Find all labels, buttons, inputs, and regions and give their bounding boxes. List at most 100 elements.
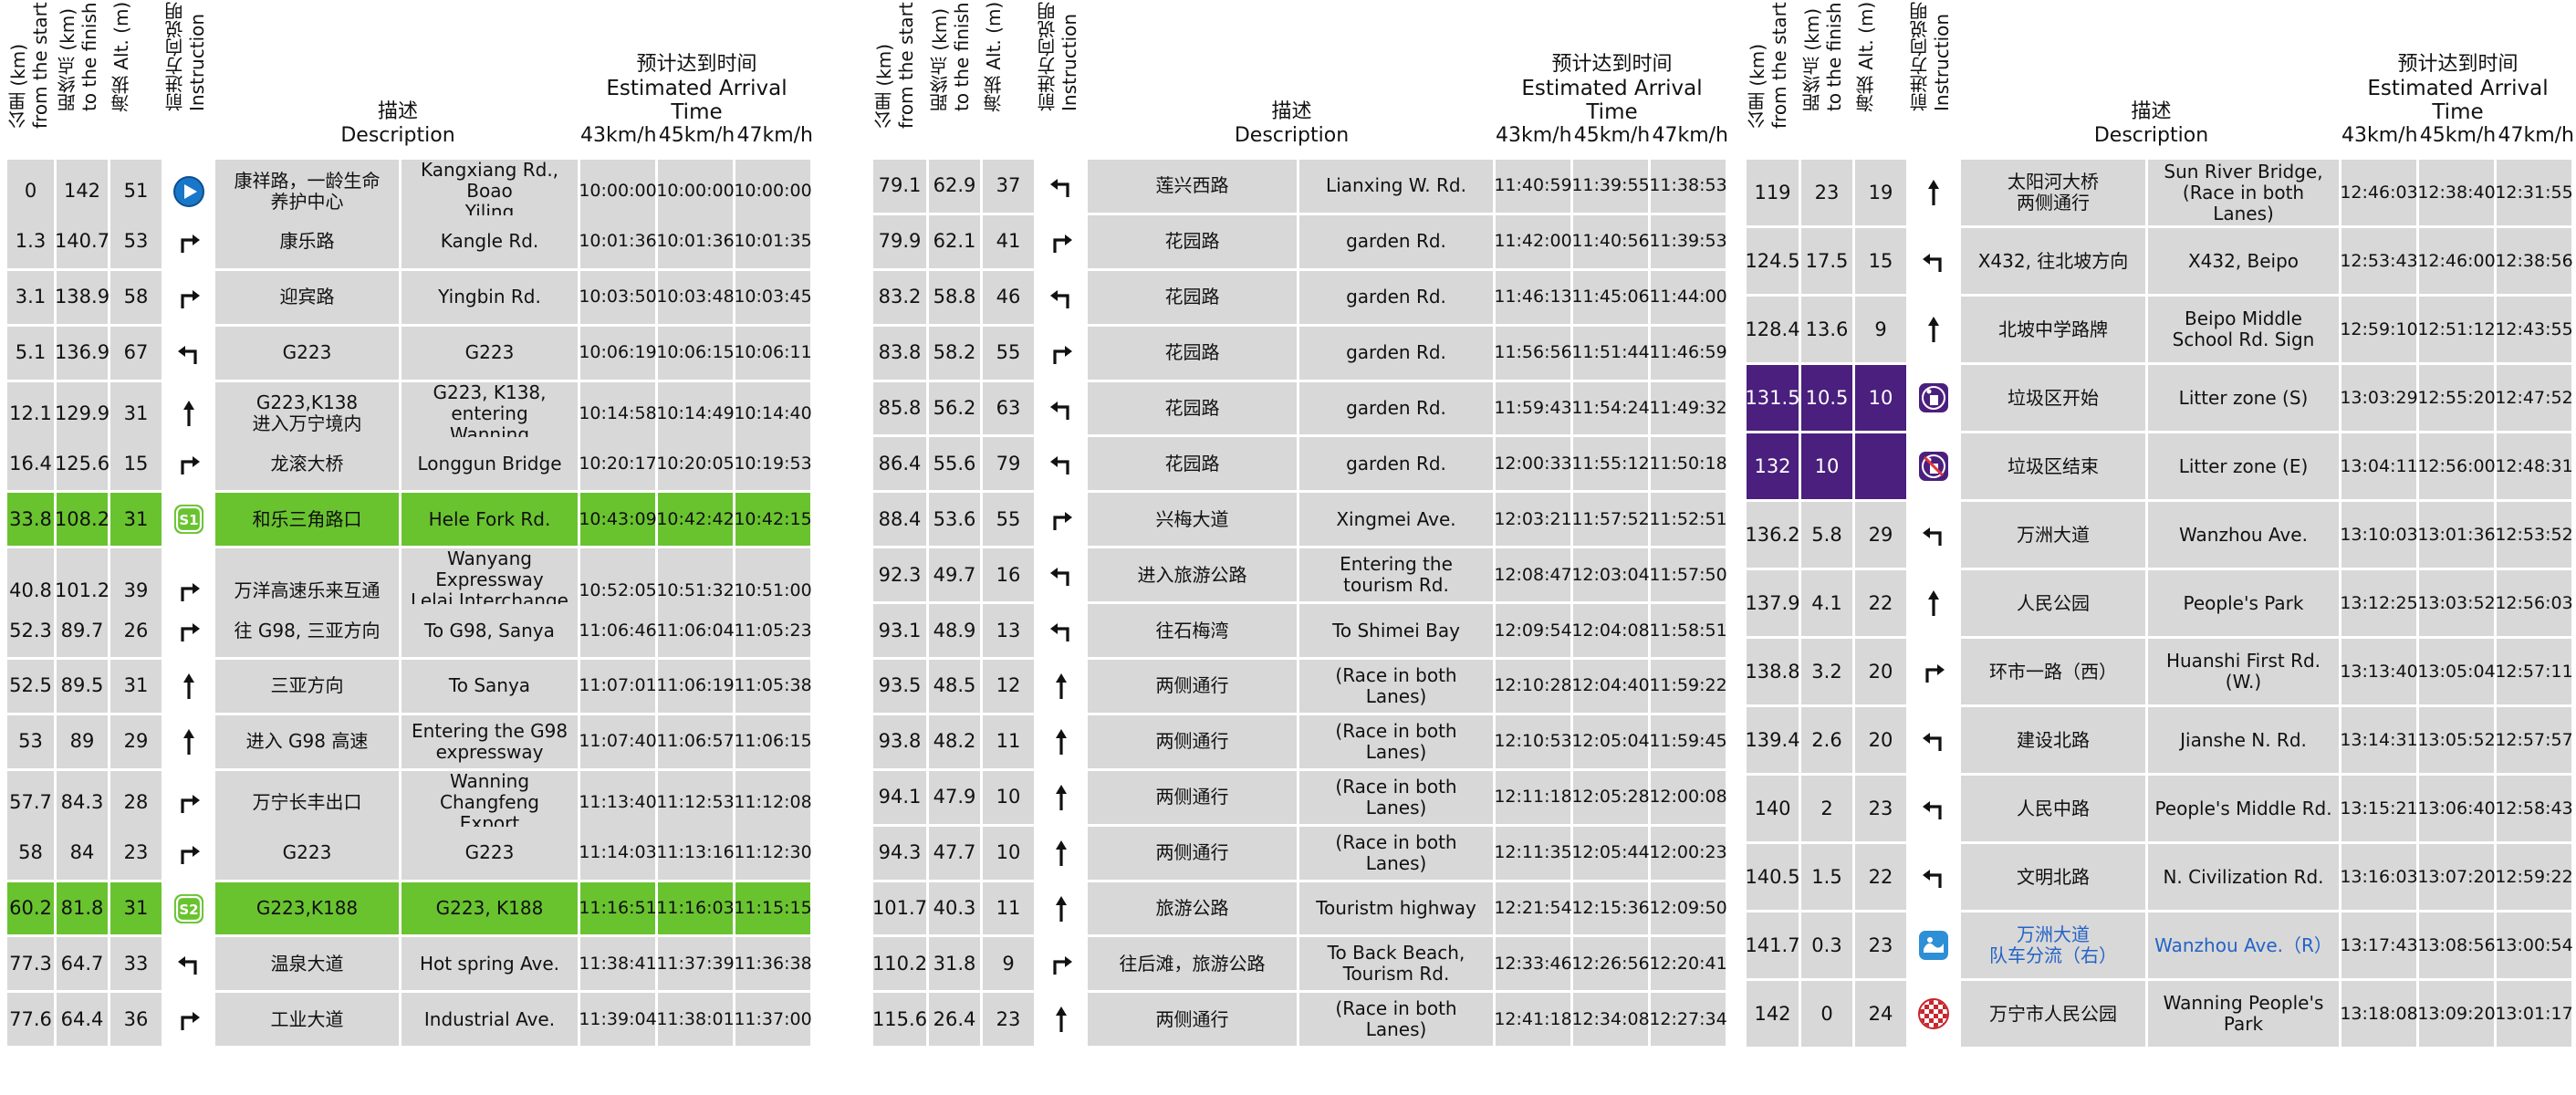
table-row: 94.3 47.7 10 两侧通行 (Race in both Lanes) 12:11:… — [873, 826, 1728, 882]
km-cell: 16.4 — [7, 437, 57, 491]
turn-right-icon — [1917, 655, 1950, 688]
table-row: 137.9 4.1 22 人民公园 People's Park 13:12:25 13:03… — [1745, 570, 2574, 639]
km-cell: 131.5 — [1745, 365, 1801, 431]
eta-47-cell: 11:12:08 — [734, 770, 813, 834]
header-instr: 前进方向说明 Instruction — [1909, 2, 1953, 111]
description-cn-cell: 莲兴西路 — [1088, 160, 1299, 213]
eta-47-cell: 13:01:17 — [2495, 981, 2574, 1047]
header-instr: 前进方向说明 Instruction — [1037, 2, 1080, 111]
instruction-cell — [1909, 160, 1961, 225]
eta-43-cell: 12:41:18 — [1494, 993, 1573, 1047]
description-en-cell: G223, K138, entering Wanning — [402, 381, 580, 445]
km-cell: 57.7 — [7, 770, 57, 834]
table-row: 3.1 138.9 58 迎宾路 Yingbin Rd. 10:03:50 10:03:48… — [7, 270, 825, 327]
altitude-cell: 29 — [1855, 502, 1909, 568]
eta-47-cell: 13:00:54 — [2495, 912, 2574, 978]
description-cn-cell: 环市一路（西） — [1961, 639, 2148, 704]
description-en-cell: To G98, Sanya — [402, 604, 580, 658]
to-finish-cell: 84 — [57, 826, 110, 880]
altitude-cell: 31 — [110, 660, 164, 713]
eta-47-cell: 11:15:15 — [734, 881, 813, 935]
description-en-cell: Hot spring Ave. — [402, 937, 580, 991]
instruction-cell — [164, 714, 215, 768]
km-cell: 88.4 — [873, 493, 929, 547]
to-finish-cell: 5.8 — [1801, 502, 1855, 568]
eta-43-cell: 12:59:10 — [2340, 297, 2419, 362]
to-finish-cell: 58.8 — [929, 270, 983, 324]
table-row: 52.5 89.5 31 三亚方向 To Sanya 11:07:01 11:06:19 11… — [7, 660, 825, 715]
km-cell: 137.9 — [1745, 570, 1801, 636]
instruction-cell — [1037, 660, 1088, 713]
km-cell: 53 — [7, 714, 57, 768]
altitude-cell: 22 — [1855, 844, 1909, 910]
instruction-cell — [1037, 437, 1088, 491]
altitude-cell: 41 — [983, 214, 1037, 268]
description-en-cell: Longgun Bridge — [402, 437, 580, 491]
description-cn-cell: 北坡中学路牌 — [1961, 297, 2148, 362]
description-cn-cell: 万洲大道 队车分流（右） — [1961, 912, 2148, 978]
km-cell: 77.6 — [7, 993, 57, 1047]
description-en-cell: G223 — [402, 326, 580, 380]
altitude-cell: 24 — [1855, 981, 1909, 1047]
eta-45-cell: 10:03:48 — [656, 270, 735, 324]
instruction-cell: S2 — [164, 881, 215, 935]
to-finish-cell: 10 — [1801, 433, 1855, 499]
straight-icon — [1045, 892, 1078, 925]
eta-43-cell: 10:20:17 — [579, 437, 658, 491]
km-cell: 83.8 — [873, 326, 929, 380]
straight-icon — [1045, 1003, 1078, 1036]
eta-45-cell: 11:13:16 — [656, 826, 735, 880]
instruction-cell — [1909, 365, 1961, 431]
eta-43-cell: 13:14:31 — [2340, 707, 2419, 773]
eta-47-cell: 11:44:00 — [1649, 270, 1728, 324]
instruction-cell — [164, 270, 215, 324]
altitude-cell: 20 — [1855, 639, 1909, 704]
straight-icon — [1045, 725, 1078, 758]
instruction-cell: S1 — [164, 493, 215, 547]
description-cn-cell: G223,K138 进入万宁境内 — [215, 381, 402, 445]
header-finish: 距终点 (km) to the finish — [929, 2, 973, 111]
instruction-cell — [1037, 826, 1088, 880]
description-cn-cell: 花园路 — [1088, 270, 1299, 324]
km-cell: 141.7 — [1745, 912, 1801, 978]
to-finish-cell: 108.2 — [55, 493, 110, 547]
table-row: 110.2 31.8 9 往后滩，旅游公路 To Back Beach, Tourism… — [872, 937, 1728, 994]
eta-43-cell: 12:11:18 — [1494, 770, 1573, 824]
eta-43-cell: 10:14:58 — [579, 381, 658, 445]
instruction-cell — [1909, 912, 1961, 978]
km-cell: 132 — [1747, 433, 1801, 499]
litter-zone-start-icon — [1917, 381, 1950, 414]
turn-left-icon — [172, 337, 205, 370]
to-finish-cell: 62.1 — [929, 214, 983, 268]
description-en-cell: Litter zone (S) — [2148, 365, 2341, 431]
description-cn-cell: 花园路 — [1088, 381, 1299, 435]
altitude-cell: 29 — [110, 714, 164, 768]
description-en-cell: Hele Fork Rd. — [402, 493, 580, 547]
instruction-cell — [1909, 776, 1961, 841]
start-icon — [172, 175, 205, 208]
table-row: 60.2 81.8 31 S2 G223,K188 G223, K188 11:16:51 1… — [7, 881, 825, 938]
eta-43-cell: 10:43:09 — [579, 493, 658, 547]
header-description: 描述 Description — [340, 100, 455, 147]
altitude-cell: 19 — [1855, 160, 1909, 225]
turn-right-icon — [172, 281, 205, 314]
altitude-cell: 23 — [1855, 912, 1909, 978]
header-eta: 预计达到时间 Estimated Arrival Time 43km/h 45km… — [2341, 53, 2574, 148]
description-cn-cell: 康乐路 — [215, 214, 402, 268]
description-cn-cell: 兴梅大道 — [1088, 493, 1299, 547]
eta-47-cell: 11:49:32 — [1649, 381, 1728, 435]
km-cell: 94.1 — [873, 770, 929, 824]
description-en-cell: To Shimei Bay — [1299, 604, 1496, 658]
turn-left-icon — [1045, 281, 1078, 314]
team-split-icon — [1917, 929, 1950, 962]
altitude-cell: 51 — [110, 160, 164, 223]
instruction-cell — [1909, 433, 1961, 499]
km-cell: 52.5 — [7, 660, 57, 713]
turn-left-icon — [1917, 724, 1950, 756]
eta-45-cell: 13:01:36 — [2417, 502, 2497, 568]
altitude-cell: 36 — [110, 993, 164, 1047]
altitude-cell: 31 — [110, 381, 164, 445]
eta-45-cell: 12:03:04 — [1571, 548, 1651, 602]
altitude-cell: 79 — [983, 437, 1037, 491]
instruction-cell — [1037, 937, 1088, 991]
